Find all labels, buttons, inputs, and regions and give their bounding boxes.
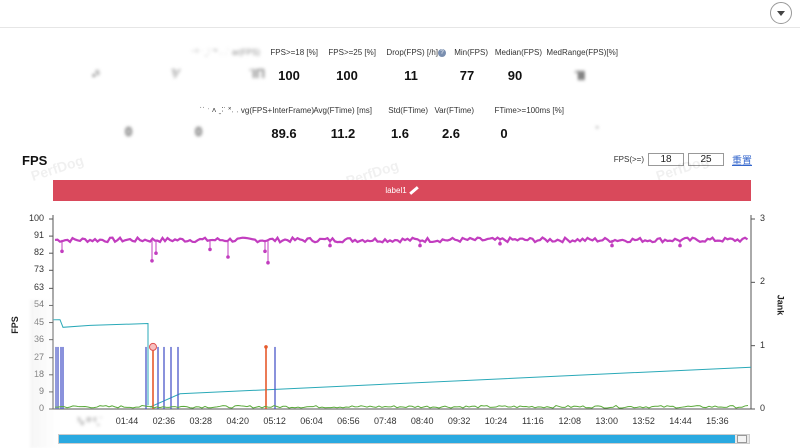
stat-var-fps: ⁻ˀ ˑ ˍ˸ ˉ˟ ˓ ˒˙ ar(FPS) · <box>92 48 260 83</box>
chevron-down-icon[interactable] <box>770 2 792 24</box>
x-tick: 09:32 <box>447 416 471 426</box>
stat-fps-25: FPS>=25 [%] 100 <box>328 48 376 83</box>
y-tick-left: 100 <box>28 213 44 223</box>
blurred-value-a: 0 <box>125 124 133 139</box>
blurred-value-b: 0 <box>195 124 203 139</box>
stat-drop-fps: Drop(FPS) [/h]? 11 <box>376 48 446 88</box>
y-tick-left: 63 <box>33 282 44 293</box>
fps-drop-point <box>263 249 267 254</box>
scrollbar-handle[interactable] <box>737 435 747 443</box>
blurred-value-c: ˙ <box>595 124 600 139</box>
x-tick: 03:28 <box>189 416 213 426</box>
x-tick: 13:52 <box>632 416 655 426</box>
reset-link[interactable]: 重置 <box>732 156 752 167</box>
fps-drop-point <box>154 251 158 255</box>
y-tick-left: 73 <box>33 264 44 275</box>
ftime-line-early <box>53 319 149 406</box>
stat-median-fps: Median(FPS) 90 <box>494 48 542 83</box>
help-icon[interactable]: ? <box>438 48 446 57</box>
jank-highlight-marker <box>149 342 157 351</box>
stat-min-fps: Min(FPS) 77 <box>454 48 488 83</box>
fps-drop-point <box>266 260 270 265</box>
x-tick: 10:24 <box>484 416 508 426</box>
x-tick: 13:00 <box>595 416 618 426</box>
y-tick-left: 91 <box>33 230 44 241</box>
overlay-artifact <box>30 300 60 448</box>
y-tick-right: 0 <box>760 403 766 413</box>
x-tick: 12:08 <box>558 416 582 426</box>
y-tick-right: 3 <box>760 213 766 223</box>
blurred-values-1: ˢ ˀ∕ ΊΠ <box>95 66 265 81</box>
low-series <box>54 404 749 409</box>
x-tick: 01:44 <box>115 416 139 426</box>
x-start-label: ˀ₀ ˡˀ ˁˍ˙ <box>77 416 103 426</box>
label-bar[interactable]: label1 <box>53 180 751 201</box>
fps-drop-point <box>328 243 332 248</box>
y-tick-right: 1 <box>760 339 766 350</box>
ftime-line-late <box>149 366 752 408</box>
fps-section-title: FPS <box>22 153 48 168</box>
x-tick: 14:44 <box>669 416 692 426</box>
fps-drop-point <box>678 243 682 248</box>
fps-drop-point <box>610 243 614 248</box>
x-tick: 06:04 <box>300 416 323 426</box>
stat-fps-18: FPS>=18 [%] 100 <box>270 48 318 83</box>
stat-medrange-fps: MedRange(FPS)[%] ΊΙ <box>546 48 618 83</box>
stats-row-2: ˙˙ ˑ ˄ ˍ˸˙ ˟˓ ˒ vg(FPS+InterFrame) 89.6 … <box>52 106 564 146</box>
x-tick: 06:56 <box>337 416 360 426</box>
stat-ftime-100ms: FTime>=100ms [%] 0 <box>494 106 564 141</box>
label-text: label1 <box>385 186 407 195</box>
threshold-label: FPS(>=) <box>613 155 644 164</box>
x-tick: 02:36 <box>152 416 176 426</box>
stat-avg-ftime: Avg(FTime) [ms] 11.2 <box>313 106 372 141</box>
stat-avg-fps-interframe: ˙˙ ˑ ˄ ˍ˸˙ ˟˓ ˒ vg(FPS+InterFrame) 89.6 <box>199 106 314 141</box>
threshold-input-1[interactable]: 18 <box>648 153 684 166</box>
jank-marker <box>264 345 268 349</box>
fps-drop-point <box>418 243 422 248</box>
x-tick: 04:20 <box>226 416 249 426</box>
fps-drop-point <box>226 255 230 259</box>
x-tick: 05:12 <box>263 416 286 426</box>
fps-drop-point <box>60 249 64 254</box>
x-tick: 15:36 <box>706 416 729 426</box>
x-tick: 11:16 <box>521 416 544 426</box>
fps-drop-point <box>208 247 212 252</box>
scrollbar-fill <box>59 435 736 443</box>
y-tick-left: 82 <box>33 247 44 258</box>
fps-drop-point <box>498 241 502 246</box>
top-bar <box>0 0 800 28</box>
fps-series-line <box>54 235 749 244</box>
x-tick: 08:40 <box>410 416 434 426</box>
threshold-input-2[interactable]: 25 <box>688 153 724 166</box>
fps-drop-point <box>150 259 154 263</box>
fps-threshold-controls: FPS(>=) 18 25 重置 <box>614 152 752 167</box>
x-tick: 07:48 <box>374 416 397 426</box>
y-tick-right: 2 <box>760 276 766 287</box>
stat-std-ftime: Std(FTime) 1.6 <box>388 106 428 141</box>
timeline-scrollbar[interactable] <box>58 434 750 444</box>
stats-row-1: ⁻ˀ ˑ ˍ˸ ˉ˟ ˓ ˒˙ ar(FPS) · FPS>=18 [%] 10… <box>52 48 618 88</box>
stat-var-ftime: Var(FTime) 2.6 <box>434 106 474 141</box>
